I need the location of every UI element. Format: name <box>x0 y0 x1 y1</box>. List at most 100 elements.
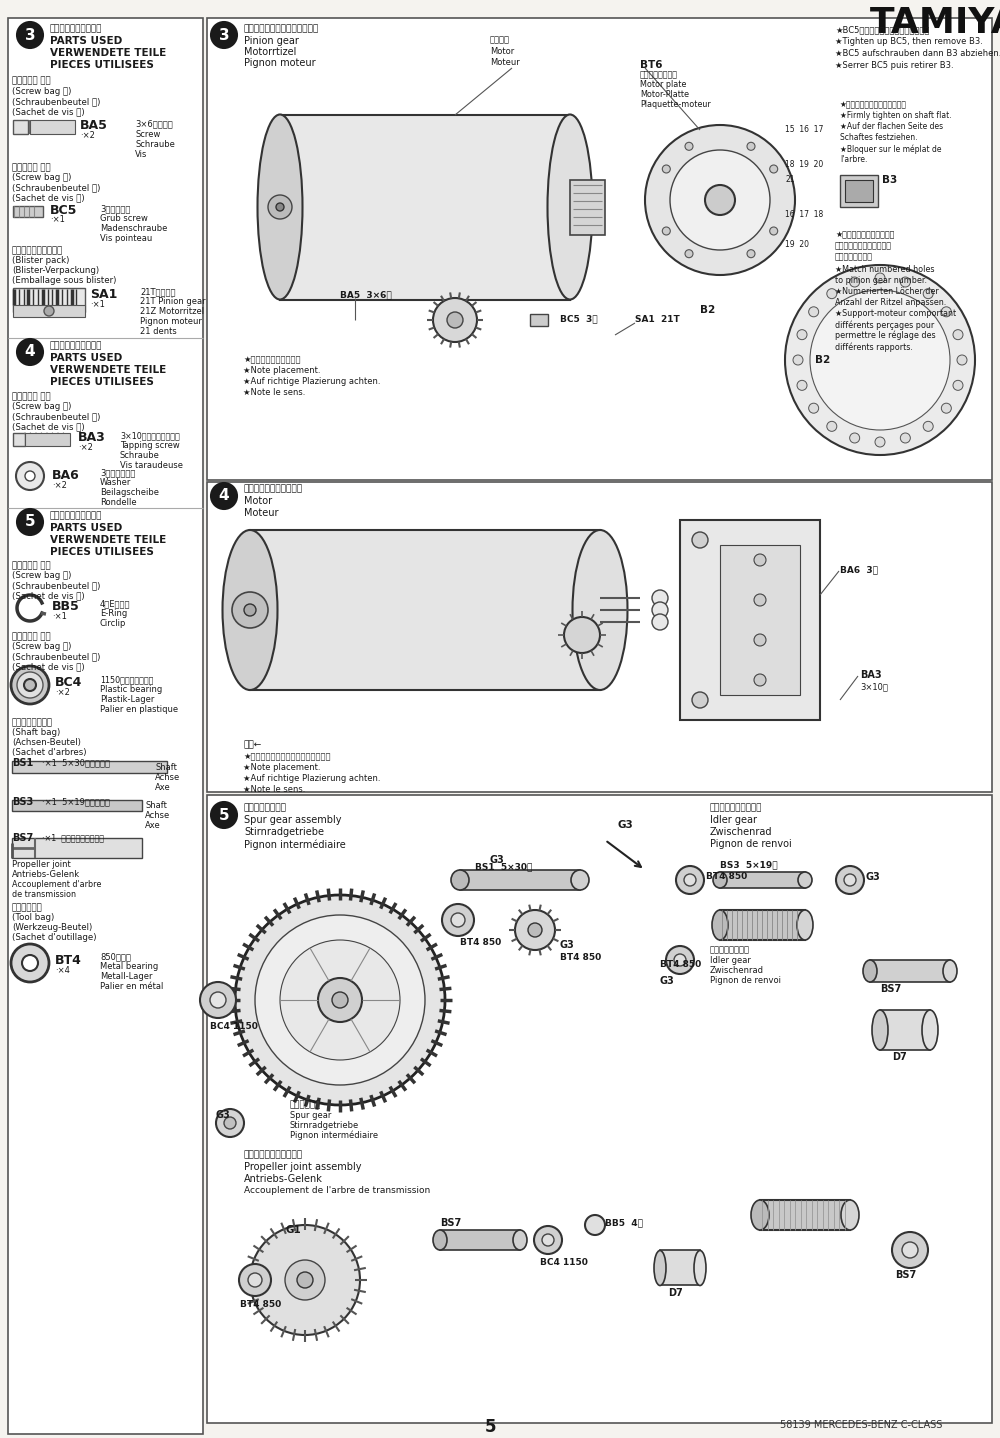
Text: PIECES UTILISEES: PIECES UTILISEES <box>50 377 154 387</box>
Bar <box>13 288 85 312</box>
Text: 4: 4 <box>25 345 35 360</box>
Circle shape <box>11 943 49 982</box>
Circle shape <box>16 462 44 490</box>
Text: 3: 3 <box>219 27 229 43</box>
Ellipse shape <box>694 1251 706 1286</box>
Text: (Blister-Verpackung): (Blister-Verpackung) <box>12 266 99 275</box>
Text: SA1  21T: SA1 21T <box>635 315 680 324</box>
Text: 16  17  18: 16 17 18 <box>785 210 823 219</box>
Bar <box>12 761 167 774</box>
Circle shape <box>676 866 704 894</box>
Text: B2: B2 <box>815 355 830 365</box>
Text: G3: G3 <box>618 820 634 830</box>
Text: 21 dents: 21 dents <box>140 326 177 336</box>
Text: 1150プラベアリング: 1150プラベアリング <box>100 674 153 684</box>
Text: Pignon intermédiaire: Pignon intermédiaire <box>290 1132 378 1140</box>
Text: (Sachet de vis Ａ): (Sachet de vis Ａ) <box>12 421 85 431</box>
Circle shape <box>248 1273 262 1287</box>
Text: 3㎜イモネジ: 3㎜イモネジ <box>100 204 130 213</box>
Text: (Sachet de vis Ｃ): (Sachet de vis Ｃ) <box>12 661 85 672</box>
Bar <box>760 1199 850 1229</box>
Ellipse shape <box>654 1251 666 1286</box>
Text: (Screw bag Ａ): (Screw bag Ａ) <box>12 88 71 96</box>
Bar <box>660 1250 700 1286</box>
Text: ·×1: ·×1 <box>90 301 105 309</box>
Text: BT4 850: BT4 850 <box>560 953 601 962</box>
Text: モータープレート: モータープレート <box>640 70 678 79</box>
Text: BT4 850: BT4 850 <box>240 1300 281 1309</box>
Text: Schraube: Schraube <box>120 452 160 460</box>
Text: VERWENDETE TEILE: VERWENDETE TEILE <box>50 365 166 375</box>
Text: 下側←: 下側← <box>243 741 261 749</box>
Circle shape <box>255 915 425 1086</box>
Text: BS7: BS7 <box>440 1218 461 1228</box>
Circle shape <box>211 22 237 47</box>
Circle shape <box>785 265 975 454</box>
Text: BA5: BA5 <box>80 119 108 132</box>
Circle shape <box>875 437 885 447</box>
Circle shape <box>662 165 670 173</box>
Text: Pignon de renvoi: Pignon de renvoi <box>710 976 781 985</box>
Text: (Emballage sous blister): (Emballage sous blister) <box>12 276 116 285</box>
Text: PIECES UTILISEES: PIECES UTILISEES <box>50 60 154 70</box>
Text: (Schraubenbeutel Ｃ): (Schraubenbeutel Ｃ) <box>12 183 100 193</box>
Text: Axe: Axe <box>155 784 171 792</box>
Circle shape <box>666 946 694 974</box>
Circle shape <box>692 692 708 707</box>
Text: 21: 21 <box>785 175 794 184</box>
Bar <box>250 531 600 690</box>
Text: TAMIYA: TAMIYA <box>870 6 1000 40</box>
Text: 5: 5 <box>484 1418 496 1437</box>
Bar <box>12 800 142 811</box>
Circle shape <box>875 273 885 283</box>
Text: Madenschraube: Madenschraube <box>100 224 167 233</box>
Text: 〈ビス袋詰 Ａ〉: 〈ビス袋詰 Ａ〉 <box>12 76 51 85</box>
Text: ·×1: ·×1 <box>52 613 67 621</box>
Text: BA6  3㎜: BA6 3㎜ <box>840 565 878 574</box>
Bar <box>280 115 570 301</box>
Circle shape <box>747 250 755 257</box>
Text: 3: 3 <box>25 27 35 43</box>
Text: ★Serrer BC5 puis retirer B3.: ★Serrer BC5 puis retirer B3. <box>835 60 954 70</box>
Text: Propeller joint: Propeller joint <box>12 860 71 869</box>
Circle shape <box>809 306 819 316</box>
Text: ★Firmly tighten on shaft flat.: ★Firmly tighten on shaft flat. <box>840 111 952 119</box>
Text: 〈ビス袋詰 Ｂ〉: 〈ビス袋詰 Ｂ〉 <box>12 561 51 569</box>
Circle shape <box>754 674 766 686</box>
Text: (Blister pack): (Blister pack) <box>12 256 69 265</box>
Text: to pinion gear number.: to pinion gear number. <box>835 276 927 285</box>
Circle shape <box>923 289 933 299</box>
Text: Antriebs-Gelenk: Antriebs-Gelenk <box>244 1173 323 1183</box>
Text: (Sachet de vis Ｂ): (Sachet de vis Ｂ) <box>12 591 85 600</box>
Text: (Sachet de vis Ａ): (Sachet de vis Ａ) <box>12 106 85 116</box>
Text: Plastik-Lager: Plastik-Lager <box>100 695 154 705</box>
Circle shape <box>747 142 755 151</box>
Text: Idler gear: Idler gear <box>710 815 757 825</box>
Circle shape <box>22 955 38 971</box>
Text: (Sachet d'outillage): (Sachet d'outillage) <box>12 933 96 942</box>
Text: 〈プロペラジョイント〉: 〈プロペラジョイント〉 <box>244 1150 303 1159</box>
Text: BT4: BT4 <box>55 953 82 966</box>
Text: ·×2: ·×2 <box>55 687 70 697</box>
Text: Schaftes festziehen.: Schaftes festziehen. <box>840 132 918 142</box>
Circle shape <box>250 1225 360 1334</box>
Text: ★Note le sens.: ★Note le sens. <box>243 785 305 794</box>
Text: (Schraubenbeutel Ｃ): (Schraubenbeutel Ｃ) <box>12 651 100 661</box>
Text: 3㎜ワッシャー: 3㎜ワッシャー <box>100 467 135 477</box>
Text: 〈スパーギヤー〉: 〈スパーギヤー〉 <box>244 802 287 812</box>
Circle shape <box>827 421 837 431</box>
Text: 5: 5 <box>219 808 229 823</box>
Text: ★Bloquer sur le méplat de: ★Bloquer sur le méplat de <box>840 144 942 154</box>
Circle shape <box>216 1109 244 1137</box>
Circle shape <box>25 472 35 480</box>
Text: 〈使用する小物金具〉: 〈使用する小物金具〉 <box>50 24 103 33</box>
Text: Palier en métal: Palier en métal <box>100 982 163 991</box>
Text: ·×2: ·×2 <box>80 131 95 139</box>
Ellipse shape <box>797 910 813 940</box>
Text: 21Z Motorritzel: 21Z Motorritzel <box>140 306 204 316</box>
Text: 〈ビス袋詰 Ｃ〉: 〈ビス袋詰 Ｃ〉 <box>12 631 51 641</box>
Circle shape <box>674 953 686 966</box>
Text: 〈アイドラーギヤー〉: 〈アイドラーギヤー〉 <box>710 802 763 812</box>
Text: Metal bearing: Metal bearing <box>100 962 158 971</box>
Text: G3: G3 <box>490 856 505 866</box>
